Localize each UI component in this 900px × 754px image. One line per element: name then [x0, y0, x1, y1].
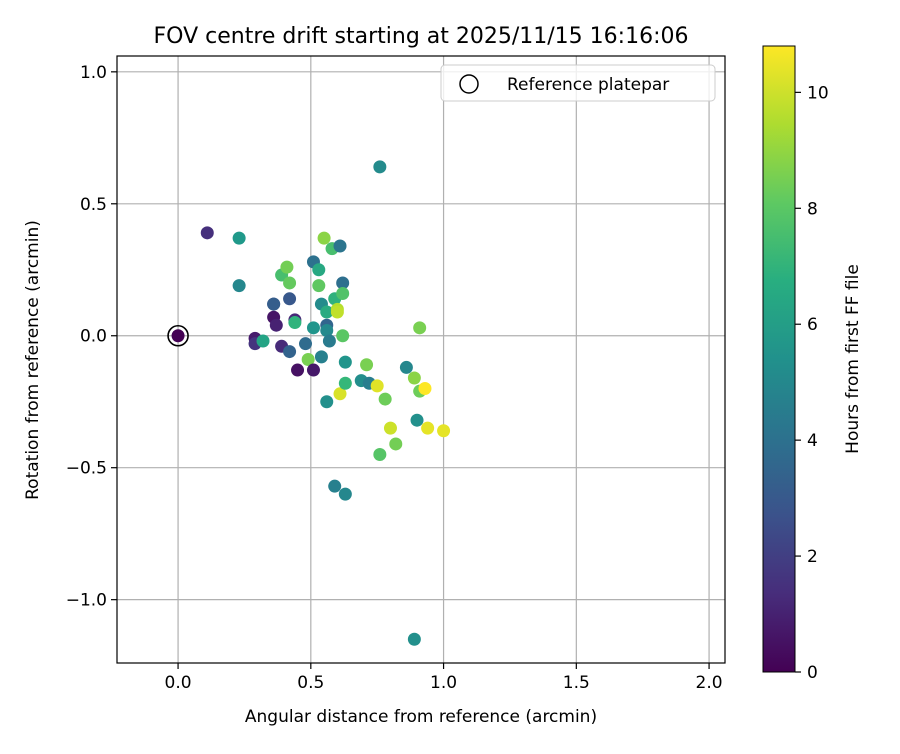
x-tick-label: 1.0 [430, 673, 457, 693]
reference-marker [167, 324, 189, 347]
data-point [301, 353, 315, 366]
data-point [269, 318, 283, 332]
data-point [306, 363, 320, 377]
data-point [418, 382, 432, 396]
y-tick-label: 0.0 [80, 327, 107, 347]
colorbar-tick-label: 2 [807, 547, 818, 567]
data-point [370, 379, 384, 393]
x-axis-ticks: 0.0 0.5 1.0 1.5 2.0 [165, 663, 723, 693]
chart-title: FOV centre drift starting at 2025/11/15 … [154, 24, 689, 49]
colorbar-tick-label: 6 [807, 315, 818, 335]
x-tick-label: 0.5 [297, 673, 324, 693]
y-axis-label: Rotation from reference (arcmin) [23, 220, 43, 500]
data-point [283, 276, 297, 290]
data-point [330, 305, 344, 319]
data-point [413, 321, 427, 335]
data-point [200, 226, 214, 240]
data-point [320, 395, 334, 409]
data-point [383, 421, 397, 435]
data-point [410, 413, 424, 427]
data-point [280, 260, 294, 274]
y-tick-label: 0.5 [80, 195, 107, 215]
data-point [399, 360, 413, 374]
y-tick-label: −1.0 [66, 591, 107, 611]
plot-area [117, 56, 725, 663]
data-point [322, 334, 336, 348]
colorbar-ticks: 0 2 4 6 8 10 [795, 83, 829, 683]
data-point [291, 363, 305, 377]
data-point [232, 279, 246, 293]
data-point [407, 371, 421, 385]
data-point [437, 424, 451, 438]
colorbar-label: Hours from first FF file [843, 264, 863, 454]
data-point [288, 316, 302, 330]
y-tick-label: −0.5 [66, 459, 107, 479]
data-point [317, 231, 331, 245]
x-axis-label: Angular distance from reference (arcmin) [245, 707, 597, 727]
data-point [283, 345, 297, 359]
colorbar-tick-label: 0 [807, 663, 818, 683]
y-axis-ticks: −1.0 −0.5 0.0 0.5 1.0 [66, 63, 117, 611]
data-point [336, 287, 350, 301]
legend-box [440, 64, 716, 102]
colorbar-tick-label: 10 [807, 83, 829, 103]
colorbar-tick-label: 4 [807, 431, 818, 451]
data-point [267, 297, 281, 311]
data-points [167, 160, 451, 646]
data-point [333, 239, 347, 253]
data-point [299, 337, 313, 351]
y-tick-label: 1.0 [80, 63, 107, 83]
data-point [256, 334, 270, 348]
data-point [333, 387, 347, 401]
data-point [378, 392, 392, 406]
data-point [338, 376, 352, 390]
data-point [328, 479, 342, 493]
data-point [336, 276, 350, 290]
data-point [338, 487, 352, 501]
x-tick-label: 0.0 [165, 673, 192, 693]
data-point [312, 263, 326, 277]
data-point [421, 421, 435, 435]
legend-marker-reference [459, 74, 479, 94]
data-point [338, 355, 352, 369]
data-point [283, 292, 297, 306]
data-point [373, 448, 387, 462]
data-point [171, 329, 185, 343]
data-point [320, 305, 334, 319]
data-point [336, 329, 350, 343]
legend-label-reference: Reference platepar [507, 75, 669, 95]
legend: Reference platepar [440, 64, 716, 102]
data-point [232, 231, 246, 245]
plot-frame [116, 55, 726, 664]
data-point [389, 437, 403, 451]
data-point [407, 632, 421, 646]
colorbar [762, 45, 796, 673]
x-tick-label: 1.5 [563, 673, 590, 693]
data-point [320, 323, 334, 337]
colorbar-tick-label: 8 [807, 199, 818, 219]
data-point [373, 160, 387, 174]
data-point [314, 350, 328, 364]
data-point [312, 279, 326, 293]
x-tick-label: 2.0 [696, 673, 723, 693]
data-point [306, 321, 320, 335]
data-point [360, 358, 374, 372]
